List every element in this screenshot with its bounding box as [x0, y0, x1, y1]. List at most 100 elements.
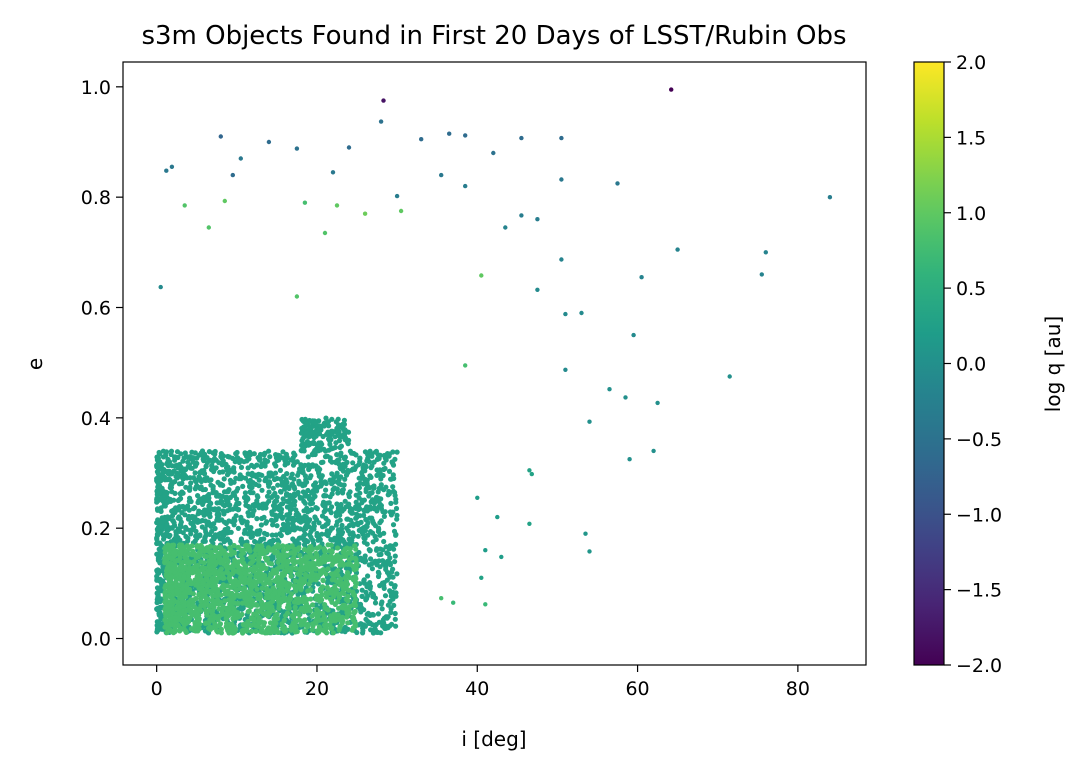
- dense-point: [274, 494, 280, 500]
- dense-point: [308, 577, 314, 584]
- dense-point-cloud: [154, 415, 400, 636]
- dense-point: [381, 624, 387, 630]
- colorbar-tick-label: 2.0: [956, 52, 986, 74]
- dense-point: [323, 571, 329, 577]
- dense-point: [198, 603, 204, 609]
- dense-point: [259, 487, 265, 493]
- dense-point: [378, 476, 384, 482]
- dense-point: [244, 623, 250, 629]
- scatter-point: [381, 98, 386, 103]
- dense-point: [192, 450, 198, 456]
- dense-point: [383, 566, 389, 573]
- dense-point: [377, 532, 383, 538]
- dense-point: [219, 610, 225, 616]
- dense-point: [275, 542, 281, 548]
- dense-point: [322, 602, 328, 608]
- dense-point: [387, 598, 393, 605]
- dense-point: [287, 595, 294, 602]
- dense-point: [329, 549, 335, 555]
- colorbar-ticks: −2.0 −1.5 −1.0 −0.5 0.0 0.5 1.0 1.5 2.0: [944, 52, 1002, 677]
- dense-point: [301, 481, 307, 487]
- dense-point: [194, 582, 200, 588]
- dense-point: [330, 487, 336, 493]
- dense-point: [238, 476, 244, 482]
- dense-point: [180, 617, 186, 624]
- y-tick-label: 0.4: [81, 408, 111, 430]
- dense-point: [370, 612, 376, 618]
- dense-point: [177, 555, 183, 561]
- dense-point: [373, 622, 379, 628]
- dense-point: [164, 499, 170, 505]
- dense-point: [301, 542, 308, 548]
- x-tick-label: 80: [786, 678, 810, 700]
- dense-point: [267, 454, 273, 460]
- dense-point: [183, 525, 189, 532]
- dense-point: [270, 485, 276, 491]
- dense-point: [314, 552, 320, 559]
- dense-point: [298, 557, 304, 563]
- dense-point: [388, 500, 394, 506]
- dense-point: [250, 591, 256, 597]
- dense-point: [159, 581, 165, 588]
- dense-point: [367, 548, 373, 554]
- dense-point: [258, 576, 265, 582]
- dense-point: [226, 502, 232, 508]
- dense-point: [207, 543, 213, 550]
- colorbar-tick-label: 1.0: [956, 203, 986, 225]
- dense-point: [177, 491, 183, 497]
- dense-point: [262, 610, 269, 617]
- dense-point: [180, 530, 186, 536]
- dense-point: [340, 549, 346, 555]
- dense-point: [177, 564, 183, 570]
- dense-point: [323, 594, 330, 600]
- dense-point: [167, 599, 173, 605]
- dense-point: [369, 622, 375, 628]
- dense-point: [374, 467, 380, 473]
- dense-point: [310, 602, 316, 608]
- dense-point: [193, 595, 199, 602]
- dense-point: [333, 419, 339, 425]
- dense-point: [216, 517, 222, 523]
- dense-point: [284, 491, 290, 497]
- dense-point: [271, 476, 278, 483]
- scatter-point: [378, 119, 384, 124]
- dense-point: [296, 518, 302, 524]
- dense-point: [172, 455, 178, 461]
- dense-point: [360, 627, 366, 634]
- scatter-point: [218, 134, 223, 139]
- dense-point: [154, 499, 160, 505]
- dense-point: [372, 600, 379, 606]
- scatter-point: [463, 183, 468, 189]
- dense-point: [296, 512, 302, 518]
- dense-point: [353, 504, 359, 510]
- dense-point: [351, 591, 357, 598]
- dense-point: [350, 523, 356, 529]
- dense-point: [202, 570, 208, 577]
- dense-point: [318, 560, 324, 567]
- scatter-point: [529, 471, 534, 477]
- scatter-point: [615, 181, 620, 186]
- dense-point: [220, 571, 226, 577]
- dense-point: [203, 464, 209, 470]
- dense-point: [337, 433, 343, 439]
- dense-point: [286, 514, 292, 520]
- dense-point: [205, 548, 211, 554]
- dense-point: [240, 630, 246, 636]
- dense-point: [254, 516, 260, 522]
- dense-point: [164, 521, 170, 527]
- dense-point: [218, 630, 224, 636]
- dense-point: [187, 485, 193, 491]
- dense-point: [314, 630, 320, 636]
- dense-point: [205, 507, 211, 513]
- dense-point: [337, 617, 343, 623]
- dense-point: [180, 458, 186, 464]
- dense-point: [302, 513, 308, 520]
- dense-point: [160, 448, 166, 454]
- dense-point: [298, 561, 304, 567]
- dense-point: [285, 559, 291, 566]
- dense-point: [168, 482, 174, 488]
- dense-point: [335, 527, 341, 533]
- dense-point: [254, 612, 260, 618]
- dense-point: [344, 570, 351, 576]
